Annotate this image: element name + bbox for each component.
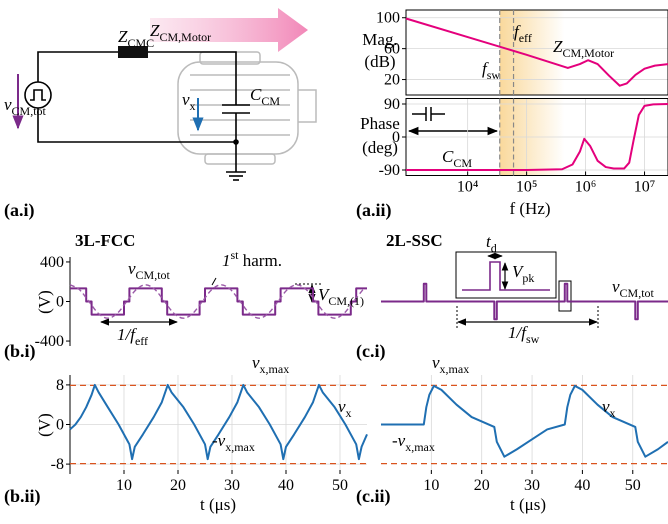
annotation: vx,max: [252, 353, 289, 376]
label-sub: d: [491, 241, 497, 255]
bode-annotation-shapes: [409, 107, 497, 131]
y-axis-label: (dB): [364, 52, 395, 71]
label-sub: eff: [135, 334, 148, 348]
diagram-label: vx: [182, 90, 196, 113]
x-axis-label: t (μs): [200, 495, 236, 514]
chart-title: 2L-SSC: [386, 231, 443, 250]
annotation: fsw: [482, 59, 500, 82]
label-main: -v: [392, 431, 406, 450]
fcc-annotation-shapes: [101, 278, 322, 322]
annotation: vx,max: [432, 353, 469, 376]
y-tick-label: -400: [35, 333, 64, 350]
y-tick-label: 0: [56, 294, 64, 311]
label-sub: x,max: [405, 440, 435, 454]
x-axis-label: f (Hz): [509, 199, 550, 218]
y-axis-label: (V): [35, 290, 54, 314]
y-axis-label: (V): [35, 413, 54, 437]
x-tick-label: 20: [474, 477, 490, 494]
label-sub: CM: [453, 156, 472, 170]
y-tick-label: 0: [56, 417, 64, 434]
x-tick-label: 50: [625, 477, 641, 494]
x-tick-label: 10⁷: [634, 179, 656, 196]
x-axis-label: t (μs): [510, 495, 546, 514]
label-sub: CM,tot: [12, 104, 47, 118]
annotation: 1st harm.: [222, 248, 282, 270]
y-tick-label: -8: [51, 456, 64, 473]
label-sub: x: [610, 406, 616, 420]
label-sub: x,max: [440, 362, 470, 376]
zoom-inset: [456, 252, 556, 298]
label-sub: sw: [487, 68, 501, 82]
label-sub: sw: [526, 332, 540, 346]
x-tick-label: 40: [278, 477, 294, 494]
panel-label: (b.ii): [4, 486, 41, 507]
capacitor-symbol: [412, 107, 445, 121]
annotation: 1/fsw: [508, 323, 540, 346]
panel-label: (c.i): [356, 341, 385, 362]
label-sub: CMC: [127, 36, 154, 50]
label-sub: CM,tot: [620, 286, 655, 300]
y-tick-label: 100: [376, 10, 400, 27]
label-sub: eff: [519, 31, 532, 45]
label-main: 1: [222, 251, 231, 270]
y-tick-label: 90: [384, 96, 400, 113]
label-main: C: [250, 85, 262, 104]
x-tick-label: 40: [574, 477, 590, 494]
x-tick-label: 30: [524, 477, 540, 494]
annotation: 1/feff: [117, 325, 148, 348]
x-tick-label: 10: [116, 477, 132, 494]
x-tick-label: 10: [423, 477, 439, 494]
label-sub: CM,Motor: [562, 46, 614, 60]
panel-label: (b.i): [4, 341, 36, 362]
label-sub: x: [190, 99, 196, 113]
x-tick-label: 20: [170, 477, 186, 494]
x-tick-label: 50: [332, 477, 348, 494]
y-tick-label: 8: [56, 377, 64, 394]
x-tick-label: 10⁵: [516, 179, 538, 196]
ssc-annotation-shapes: [456, 252, 598, 330]
annotation: vCM,tot: [128, 259, 171, 282]
x-tick-label: 10⁴: [457, 179, 479, 196]
panel-label: (a.ii): [356, 200, 392, 221]
figure: (a.i) (a.ii) (b.i) (b.ii) (c.i) (c.ii) ZCM,Mot…: [0, 0, 668, 524]
x-tick-label: 30: [224, 477, 240, 494]
y-axis-label: Phase: [360, 114, 400, 133]
panel-label: (c.ii): [356, 486, 390, 507]
label-main: C: [442, 147, 454, 166]
y-tick-label: 20: [384, 72, 400, 89]
label-sub: x,max: [260, 362, 290, 376]
chart-title: 3L-FCC: [75, 231, 135, 250]
node: [233, 139, 239, 145]
annotation: -vx,max: [212, 431, 255, 454]
y-axis-label: Mag.: [362, 30, 397, 49]
label-sub: x: [346, 406, 352, 420]
panel-label: (a.i): [4, 200, 35, 221]
y-tick-label: -90: [379, 162, 400, 179]
label-rest: harm.: [239, 251, 282, 270]
circuit-wires: [25, 52, 250, 180]
label-sub: CM,Motor: [159, 30, 211, 44]
annotation: vCM,tot: [612, 277, 655, 300]
y-tick-label: 400: [40, 254, 64, 271]
label-main: -v: [212, 431, 226, 450]
y-axis-label: (deg): [362, 138, 398, 157]
label-sub: pk: [522, 271, 534, 285]
annotation: -vx,max: [392, 431, 435, 454]
annotation: vx: [602, 397, 616, 420]
label-sub: CM: [261, 94, 280, 108]
label-sub: x,max: [225, 440, 255, 454]
label-sub: CM,tot: [136, 268, 171, 282]
leader: [212, 278, 216, 285]
label-sub: CM,(1): [328, 294, 364, 308]
x-tick-label: 10⁶: [575, 179, 597, 196]
annotation: ZCM,Motor: [553, 37, 614, 60]
